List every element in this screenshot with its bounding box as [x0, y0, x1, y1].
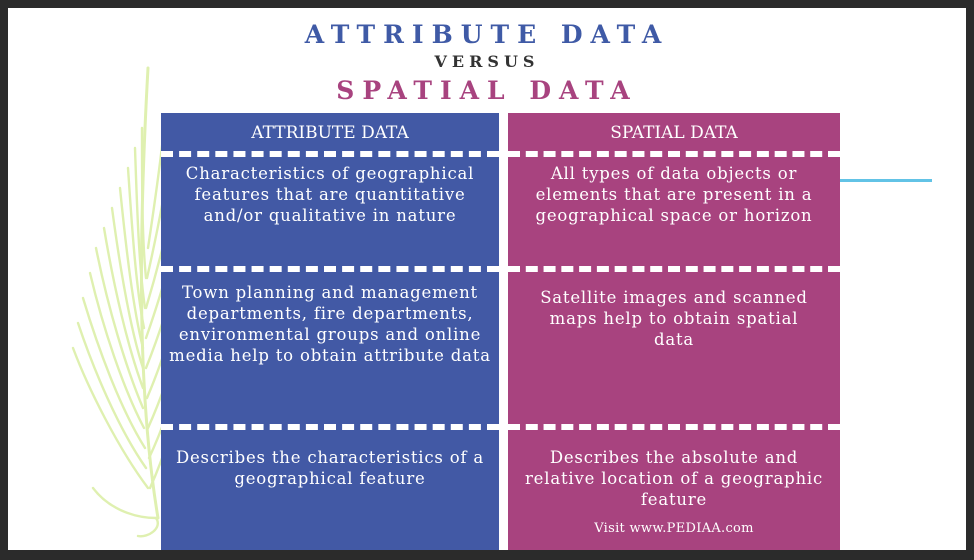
spatial-description: Describes the absolute and relative loca… [524, 448, 824, 509]
infographic: ATTRIBUTE DATA VERSUS SPATIAL DATA ATTRI… [8, 8, 966, 550]
row-divider [161, 424, 499, 430]
spatial-column: SPATIAL DATA All types of data objects o… [508, 113, 840, 550]
attribute-description: Describes the characteristics of a geogr… [175, 448, 485, 488]
attribute-column: ATTRIBUTE DATA Characteristics of geogra… [161, 113, 499, 550]
title-versus: VERSUS [434, 52, 540, 71]
row-divider [508, 424, 840, 430]
spatial-column-header: SPATIAL DATA [610, 123, 738, 143]
row-divider [161, 151, 499, 157]
row-divider [508, 266, 840, 272]
attribute-column-header: ATTRIBUTE DATA [251, 123, 409, 143]
row-divider [508, 151, 840, 157]
spatial-source: Satellite images and scanned maps help t… [540, 288, 808, 349]
title-attribute-data: ATTRIBUTE DATA [304, 20, 670, 49]
footer-link[interactable]: Visit www.PEDIAA.com [594, 521, 754, 536]
row-divider [161, 266, 499, 272]
accent-line [840, 179, 932, 182]
attribute-definition: Characteristics of geographical features… [185, 164, 475, 225]
attribute-source: Town planning and management departments… [169, 283, 491, 365]
title-spatial-data: SPATIAL DATA [336, 76, 638, 105]
spatial-definition: All types of data objects or elements th… [535, 164, 813, 225]
